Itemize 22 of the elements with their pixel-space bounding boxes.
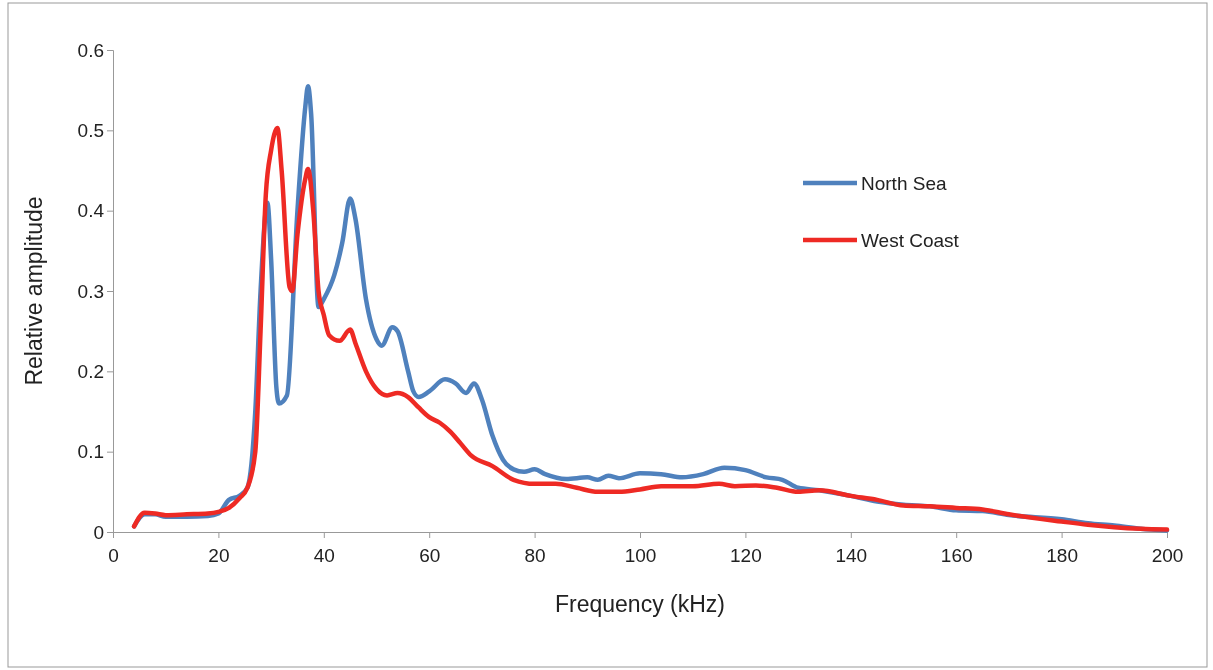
y-tick-label: 0.4: [77, 200, 105, 222]
y-tick-label: 0.6: [77, 39, 104, 61]
x-tick-label: 80: [524, 544, 546, 566]
y-tick-label: 0.2: [77, 360, 104, 382]
y-axis-title: Relative amplitude: [21, 196, 47, 386]
x-tick-label: 160: [940, 544, 973, 566]
x-tick-label: 20: [208, 544, 230, 566]
x-tick-label: 140: [835, 544, 868, 566]
x-tick-label: 60: [419, 544, 441, 566]
y-tick-label: 0.3: [77, 280, 104, 302]
y-tick-label: 0.1: [77, 441, 104, 463]
x-axis-title: Frequency (kHz): [555, 591, 725, 617]
x-tick-label: 0: [108, 544, 119, 566]
x-tick-label: 40: [313, 544, 335, 566]
y-tick-label: 0: [93, 521, 104, 543]
legend-label: North Sea: [861, 173, 947, 194]
x-tick-label: 100: [624, 544, 657, 566]
x-tick-label: 120: [730, 544, 762, 566]
x-tick-label: 180: [1046, 544, 1078, 566]
legend-label: West Coast: [861, 230, 960, 251]
x-tick-label: 200: [1151, 544, 1184, 566]
y-tick-label: 0.5: [77, 119, 104, 141]
